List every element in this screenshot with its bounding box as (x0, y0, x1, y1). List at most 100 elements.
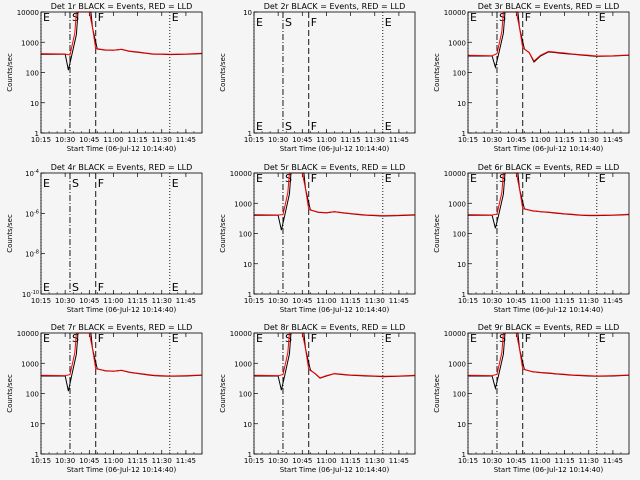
y-tick-label: 1 (248, 291, 252, 299)
x-tick-label: 11:45 (603, 457, 623, 465)
x-tick-label: 10:45 (506, 297, 526, 305)
x-tick-label: 11:15 (555, 457, 575, 465)
y-tick-label: 100 (453, 391, 466, 399)
x-tick-label: 11:45 (603, 297, 623, 305)
event-marker-label: E (43, 177, 50, 190)
y-tick-label: 10 (243, 421, 252, 429)
x-tick-label: 10:30 (268, 136, 288, 144)
plot-frame (40, 172, 203, 295)
x-tick-label: 11:30 (365, 297, 385, 305)
y-axis-label: Counts/sec (6, 53, 14, 92)
x-tick-label: 11:00 (316, 457, 336, 465)
event-marker-label: F (311, 16, 317, 29)
event-marker-label: E (599, 11, 606, 24)
panel-title: Det 1r BLACK = Events, RED = LLD (51, 2, 193, 11)
event-marker-label: E (470, 332, 477, 345)
x-tick-label: 11:30 (579, 136, 599, 144)
x-tick-label: 11:15 (341, 136, 361, 144)
x-tick-label: 11:30 (579, 457, 599, 465)
x-tick-label: 11:45 (176, 297, 196, 305)
y-tick-label: 1 (35, 130, 39, 138)
x-tick-label: 11:00 (103, 136, 123, 144)
x-axis-label: Start Time (06-Jul-12 10:14:40) (67, 466, 177, 474)
x-tick-label: 10:30 (482, 457, 502, 465)
x-axis-label: Start Time (06-Jul-12 10:14:40) (67, 306, 177, 314)
y-tick-label: 100 (239, 231, 252, 239)
x-tick-label: 11:15 (128, 297, 148, 305)
x-tick-label: 11:15 (341, 297, 361, 305)
x-tick-label: 10:45 (79, 457, 99, 465)
x-tick-label: 11:45 (603, 136, 623, 144)
panel-title: Det 2r BLACK = Events, RED = LLD (264, 2, 406, 11)
event-marker-label: E (385, 332, 392, 345)
plot-frame (253, 172, 416, 295)
y-axis-label: Counts/sec (219, 53, 227, 92)
y-tick-label: 1 (248, 130, 252, 138)
y-tick-label: 10000 (230, 170, 252, 178)
x-tick-label: 11:45 (176, 457, 196, 465)
y-tick-label: 100 (26, 391, 39, 399)
y-tick-label: 100 (453, 70, 466, 78)
x-tick-label: 11:45 (389, 297, 409, 305)
lld-series-line (40, 332, 203, 377)
panel-title: Det 7r BLACK = Events, RED = LLD (51, 323, 193, 332)
x-tick-label: 10:15 (31, 457, 51, 465)
y-tick-label: 10000 (230, 330, 252, 338)
event-marker-label: F (311, 120, 317, 133)
x-tick-label: 11:30 (152, 457, 172, 465)
x-tick-label: 11:00 (530, 136, 550, 144)
event-marker-label: E (43, 11, 50, 24)
lld-series-line (40, 11, 203, 56)
x-tick-label: 10:45 (292, 136, 312, 144)
y-tick-label: 10-10 (22, 290, 39, 299)
x-tick-label: 11:00 (316, 297, 336, 305)
x-tick-label: 11:00 (530, 297, 550, 305)
y-tick-label: 1 (462, 451, 466, 459)
x-axis-label: Start Time (06-Jul-12 10:14:40) (280, 145, 390, 153)
event-marker-label: E (256, 332, 263, 345)
x-tick-label: 11:45 (176, 136, 196, 144)
lld-series-line (467, 332, 630, 377)
x-tick-label: 10:15 (244, 297, 264, 305)
y-tick-label: 1000 (21, 39, 39, 47)
event-marker-label: S (72, 281, 79, 294)
event-marker-label: F (98, 281, 104, 294)
lld-series-line (467, 11, 630, 62)
x-tick-label: 10:15 (458, 457, 478, 465)
y-axis-label: Counts/sec (219, 214, 227, 253)
y-tick-label: 100 (26, 70, 39, 78)
x-tick-label: 10:15 (31, 297, 51, 305)
x-tick-label: 10:45 (79, 297, 99, 305)
x-tick-label: 11:30 (579, 297, 599, 305)
plot-frame (467, 332, 630, 455)
x-tick-label: 11:30 (365, 457, 385, 465)
event-marker-label: E (172, 177, 179, 190)
y-tick-label: 10 (243, 9, 252, 17)
event-marker-label: S (72, 11, 79, 24)
x-tick-label: 10:30 (55, 297, 75, 305)
event-marker-label: E (172, 332, 179, 345)
x-tick-label: 11:15 (341, 457, 361, 465)
x-tick-label: 10:45 (292, 297, 312, 305)
y-tick-label: 1 (462, 130, 466, 138)
x-tick-label: 11:00 (103, 297, 123, 305)
x-tick-label: 10:15 (458, 297, 478, 305)
panel-title: Det 9r BLACK = Events, RED = LLD (478, 323, 620, 332)
y-tick-label: 1000 (448, 200, 466, 208)
event-marker-label: F (525, 11, 531, 24)
x-tick-label: 10:30 (55, 457, 75, 465)
x-tick-label: 11:15 (128, 457, 148, 465)
y-axis-label: Counts/sec (433, 214, 441, 253)
plot-frame (467, 172, 630, 295)
y-tick-label: 10 (457, 100, 466, 108)
panel-title: Det 5r BLACK = Events, RED = LLD (264, 163, 406, 172)
x-axis-label: Start Time (06-Jul-12 10:14:40) (280, 466, 390, 474)
lld-series-line (253, 332, 416, 379)
y-axis-label: Counts/sec (433, 374, 441, 413)
x-axis-label: Start Time (06-Jul-12 10:14:40) (494, 466, 604, 474)
y-tick-label: 10000 (444, 9, 466, 17)
x-tick-label: 11:30 (152, 136, 172, 144)
x-axis-label: Start Time (06-Jul-12 10:14:40) (280, 306, 390, 314)
y-tick-label: 10 (30, 421, 39, 429)
